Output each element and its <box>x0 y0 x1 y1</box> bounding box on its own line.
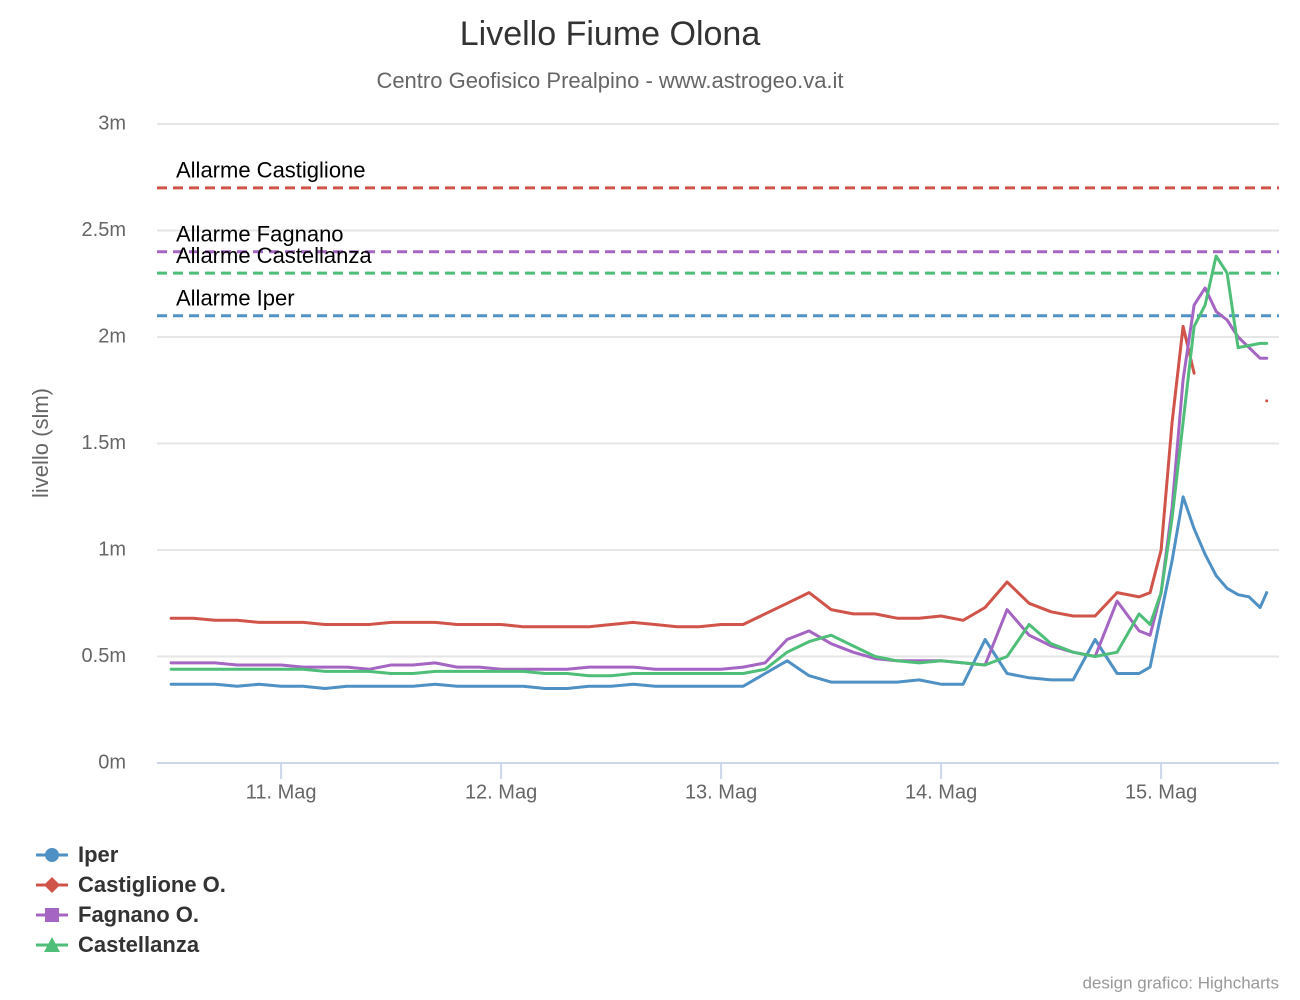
x-tick-label: 14. Mag <box>905 781 977 803</box>
legend-label[interactable]: Castellanza <box>78 932 200 957</box>
chart-subtitle: Centro Geofisico Prealpino - www.astroge… <box>376 68 843 93</box>
y-tick-label: 2.5m <box>82 219 126 241</box>
y-axis-title: livello (slm) <box>28 388 53 498</box>
series-line <box>169 254 1269 678</box>
legend-marker <box>45 908 59 922</box>
alarm-label: Allarme Castellanza <box>176 243 372 268</box>
legend-label[interactable]: Castiglione O. <box>78 872 226 897</box>
alarm-label: Allarme Iper <box>176 286 295 311</box>
y-tick-label: 1.5m <box>82 432 126 454</box>
x-tick-label: 11. Mag <box>246 781 317 803</box>
legend-marker <box>45 848 59 862</box>
x-tick-label: 13. Mag <box>685 781 757 803</box>
legend-marker <box>44 877 60 893</box>
legend-label[interactable]: Fagnano O. <box>78 902 199 927</box>
y-tick-label: 1m <box>98 538 126 560</box>
alarm-label: Allarme Castiglione <box>176 158 366 183</box>
legend-label[interactable]: Iper <box>78 842 119 867</box>
y-tick-label: 0m <box>98 751 126 773</box>
series-line <box>169 286 1269 671</box>
series-line <box>169 495 1269 690</box>
chart-title: Livello Fiume Olona <box>460 15 761 53</box>
y-tick-label: 0.5m <box>82 645 126 667</box>
x-tick-label: 12. Mag <box>465 781 537 803</box>
y-tick-label: 2m <box>98 325 126 347</box>
legend-marker <box>44 937 60 952</box>
series-line <box>169 324 1269 629</box>
x-tick-label: 15. Mag <box>1125 781 1197 803</box>
y-tick-label: 3m <box>98 112 126 134</box>
credits: design grafico: Highcharts <box>1082 973 1279 992</box>
alarm-label: Allarme Fagnano <box>176 222 344 247</box>
